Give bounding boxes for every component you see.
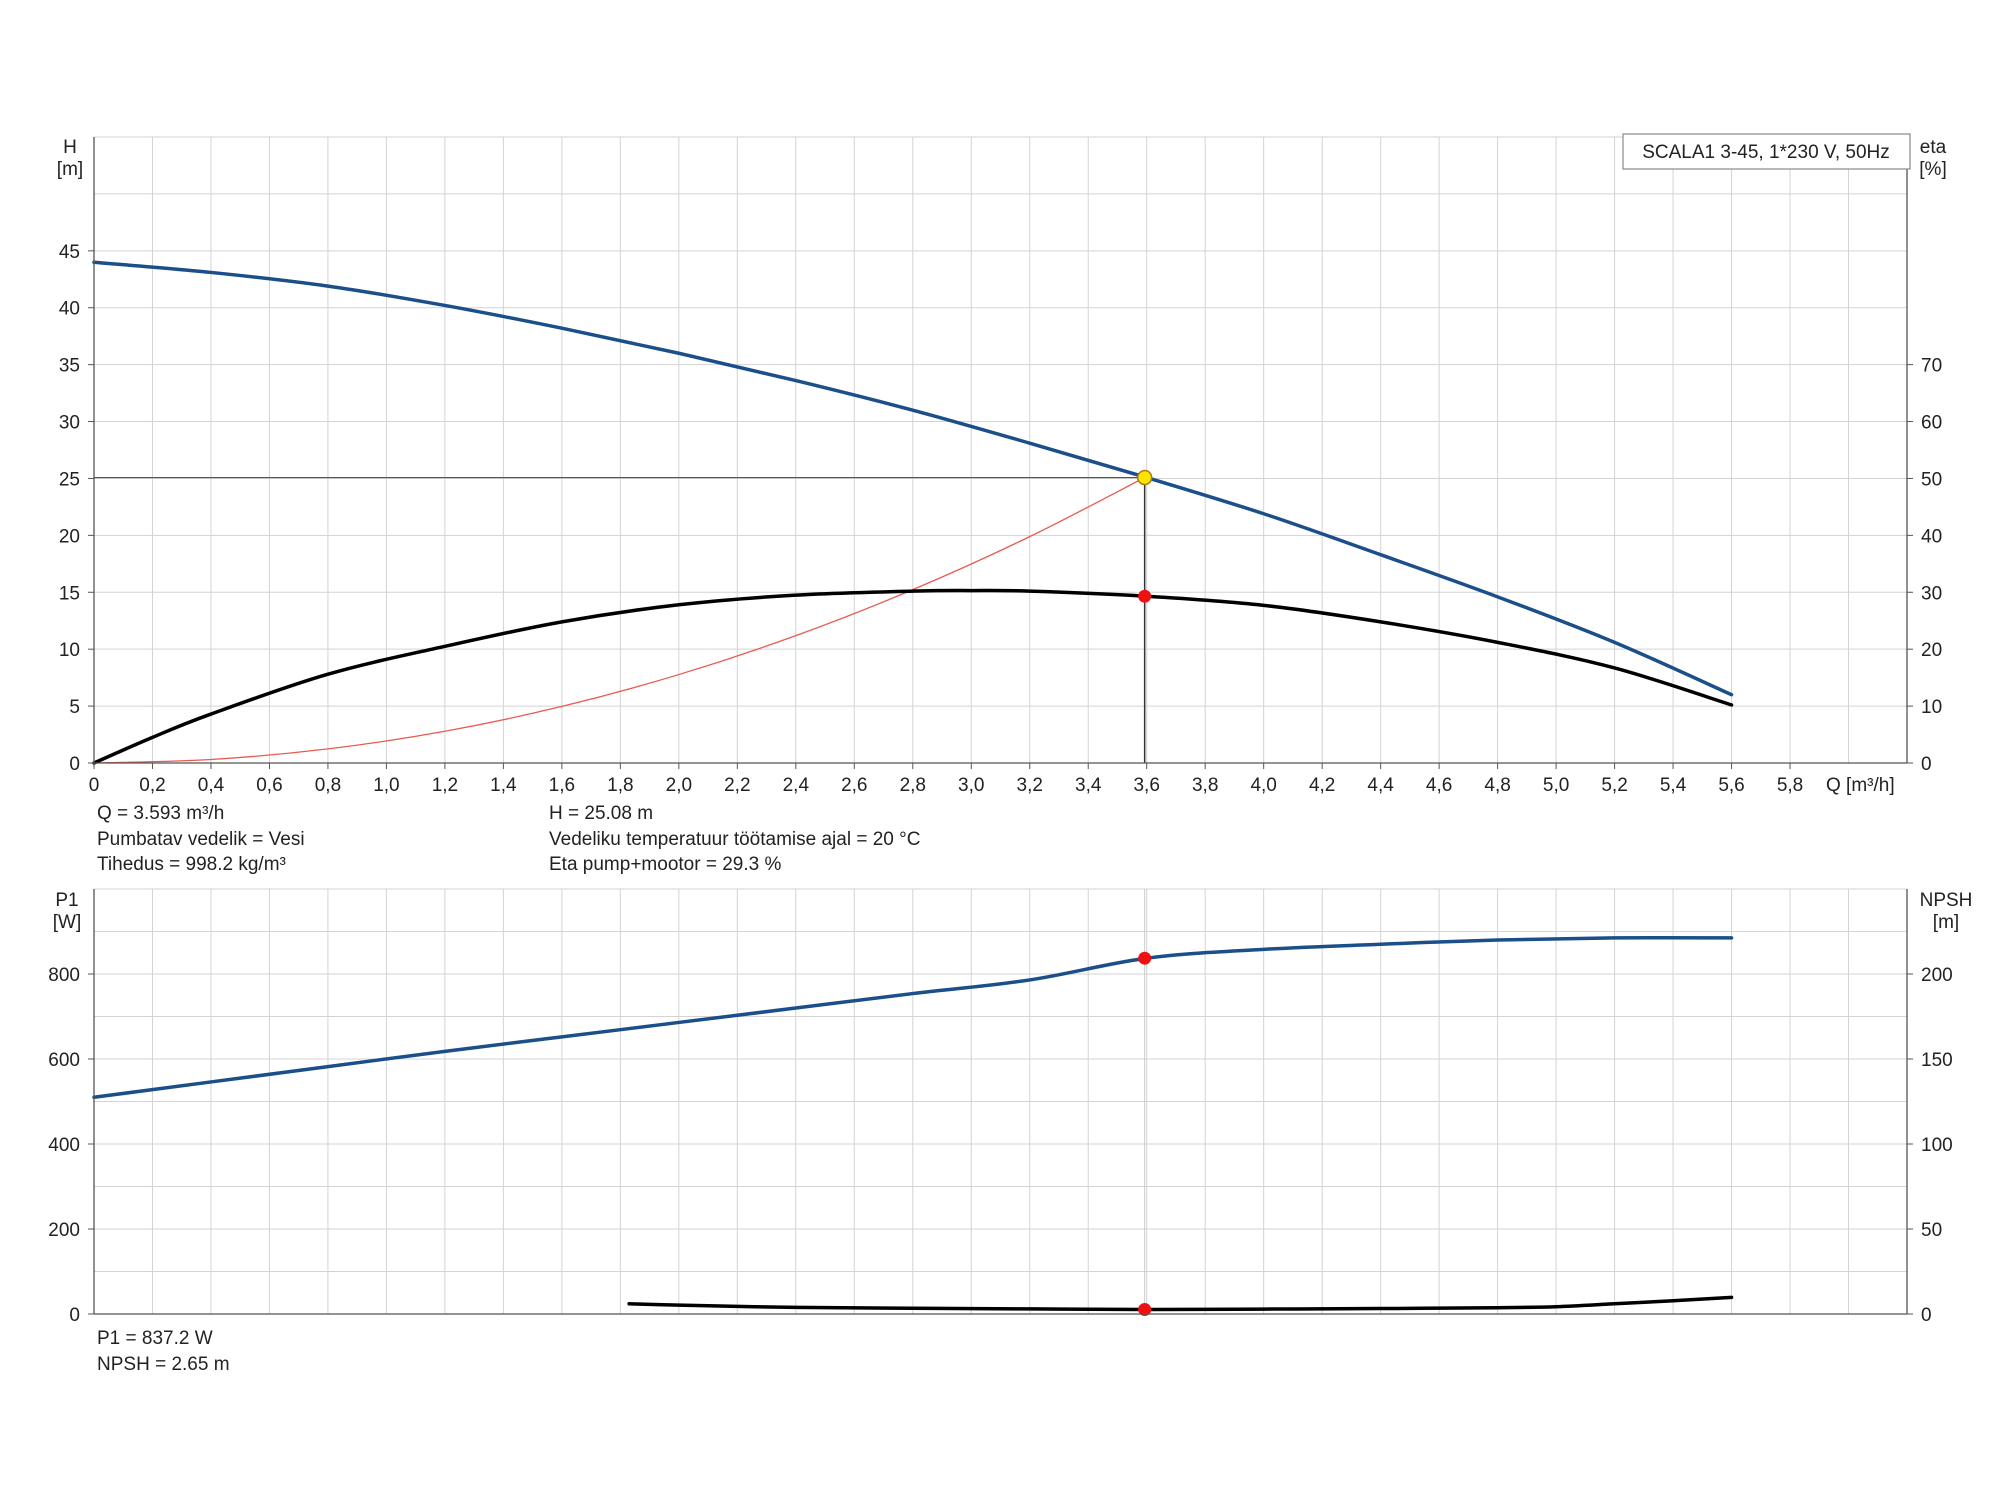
bottom-chart-axes: 0 200 400 600 800 0 50 100 150 200 — [48, 889, 1953, 1326]
x-tick-label: 0,6 — [256, 775, 282, 796]
bottom-chart-grid — [94, 888, 1908, 1314]
operating-info-left: Q = 3.593 m³/h Pumbatav vedelik = Vesi T… — [97, 801, 305, 878]
x-tick-label: 1,0 — [373, 775, 399, 796]
x-tick-label: 3,4 — [1075, 775, 1102, 796]
top-right-axis-label-2: [%] — [1919, 159, 1946, 180]
head-curve — [92, 260, 1734, 697]
p1-tick-label: 400 — [48, 1135, 80, 1156]
x-tick-label: 4,0 — [1250, 775, 1276, 796]
bottom-chart-curves — [92, 889, 1734, 1316]
x-tick-label: 1,4 — [490, 775, 517, 796]
x-tick-label: 3,2 — [1017, 775, 1043, 796]
npsh-tick-label: 200 — [1921, 965, 1953, 986]
y-right-tick-label: 70 — [1921, 356, 1942, 377]
info-eta: Eta pump+mootor = 29.3 % — [549, 854, 782, 875]
y-right-tick-label: 60 — [1921, 413, 1942, 434]
x-tick-label: 4,8 — [1484, 775, 1510, 796]
chart-labels: H [m] eta [%] Q [m³/h] P1 [W] NPSH [m] — [53, 137, 1973, 933]
power-info: P1 = 837.2 W NPSH = 2.65 m — [97, 1326, 230, 1377]
x-tick-label: 0,4 — [198, 775, 225, 796]
y-left-tick-label: 15 — [59, 583, 80, 604]
x-tick-label: 3,8 — [1192, 775, 1218, 796]
legend-label: SCALA1 3-45, 1*230 V, 50Hz — [1642, 142, 1890, 163]
x-tick-label: 1,2 — [432, 775, 458, 796]
legend-box: SCALA1 3-45, 1*230 V, 50Hz — [1622, 133, 1911, 170]
npsh-tick-label: 0 — [1921, 1305, 1932, 1326]
head-duty-point — [1136, 469, 1153, 486]
p1-tick-label: 200 — [48, 1220, 80, 1241]
top-chart-curves — [92, 260, 1734, 765]
y-right-tick-label: 30 — [1921, 583, 1942, 604]
bottom-left-axis-label-1: P1 — [55, 890, 78, 911]
x-tick-label: 2,6 — [841, 775, 867, 796]
bottom-left-axis-label-2: [W] — [53, 912, 82, 933]
x-tick-label: 5,8 — [1777, 775, 1803, 796]
y-right-tick-label: 0 — [1921, 754, 1932, 775]
y-left-tick-label: 0 — [69, 754, 80, 775]
operating-info-right: H = 25.08 m Vedeliku temperatuur töötami… — [549, 801, 920, 878]
x-axis-label: Q [m³/h] — [1826, 775, 1895, 796]
power-curve — [92, 935, 1734, 1099]
x-tick-label: 4,2 — [1309, 775, 1335, 796]
x-tick-label: 2,2 — [724, 775, 750, 796]
y-right-tick-label: 50 — [1921, 469, 1942, 490]
bottom-right-axis-label-2: [m] — [1933, 912, 1959, 933]
info-p1: P1 = 837.2 W — [97, 1328, 213, 1349]
y-left-tick-label: 20 — [59, 526, 80, 547]
x-tick-label: 0 — [89, 775, 100, 796]
y-right-tick-label: 20 — [1921, 640, 1942, 661]
info-fluid: Pumbatav vedelik = Vesi — [97, 828, 305, 850]
x-tick-label: 5,6 — [1718, 775, 1744, 796]
x-tick-label: 3,6 — [1133, 775, 1159, 796]
x-tick-label: 5,2 — [1601, 775, 1627, 796]
y-left-tick-label: 25 — [59, 469, 80, 490]
npsh-duty-point — [1138, 1302, 1152, 1316]
top-right-axis-label-1: eta — [1920, 137, 1947, 158]
x-tick-label: 4,4 — [1367, 775, 1394, 796]
x-tick-label: 1,8 — [607, 775, 633, 796]
y-left-tick-label: 10 — [59, 640, 80, 661]
p1-tick-label: 800 — [48, 965, 80, 986]
top-chart-grid — [94, 136, 1908, 763]
npsh-tick-label: 50 — [1921, 1220, 1942, 1241]
y-right-tick-label: 10 — [1921, 697, 1942, 718]
x-tick-label: 2,4 — [783, 775, 810, 796]
top-left-axis-label-2: [m] — [57, 159, 83, 180]
info-npsh: NPSH = 2.65 m — [97, 1353, 230, 1375]
y-left-tick-label: 40 — [59, 299, 80, 320]
top-chart-axes: 0 0,2 0,4 0,6 0,8 1,0 1,2 1,4 1,6 1,8 2,0 2,2 2,4 2,6… — [59, 137, 1942, 796]
system-curve — [93, 476, 1146, 764]
x-tick-label: 2,8 — [900, 775, 926, 796]
info-q: Q = 3.593 m³/h — [97, 803, 225, 824]
y-left-tick-label: 45 — [59, 242, 80, 263]
y-left-tick-label: 5 — [69, 697, 80, 718]
x-tick-label: 0,8 — [315, 775, 341, 796]
efficiency-duty-point — [1138, 589, 1152, 603]
x-tick-label: 5,4 — [1660, 775, 1687, 796]
npsh-tick-label: 100 — [1921, 1135, 1953, 1156]
bottom-right-axis-label-1: NPSH — [1920, 890, 1973, 911]
info-temperature: Vedeliku temperatuur töötamise ajal = 20… — [549, 828, 921, 850]
top-left-axis-label-1: H — [63, 137, 77, 158]
p1-tick-label: 600 — [48, 1050, 80, 1071]
info-density: Tihedus = 998.2 kg/m³ — [97, 854, 286, 875]
efficiency-curve — [92, 588, 1734, 765]
npsh-curve — [627, 1295, 1734, 1312]
power-duty-point — [1138, 951, 1152, 965]
p1-tick-label: 0 — [69, 1305, 80, 1326]
x-tick-label: 5,0 — [1543, 775, 1569, 796]
x-tick-label: 2,0 — [666, 775, 692, 796]
x-tick-label: 4,6 — [1426, 775, 1452, 796]
npsh-tick-label: 150 — [1921, 1050, 1953, 1071]
info-h: H = 25.08 m — [549, 803, 654, 824]
y-left-tick-label: 35 — [59, 356, 80, 377]
y-left-tick-label: 30 — [59, 413, 80, 434]
y-right-tick-label: 40 — [1921, 526, 1942, 547]
x-tick-label: 0,2 — [139, 775, 165, 796]
x-tick-label: 1,6 — [549, 775, 575, 796]
x-tick-label: 3,0 — [958, 775, 984, 796]
